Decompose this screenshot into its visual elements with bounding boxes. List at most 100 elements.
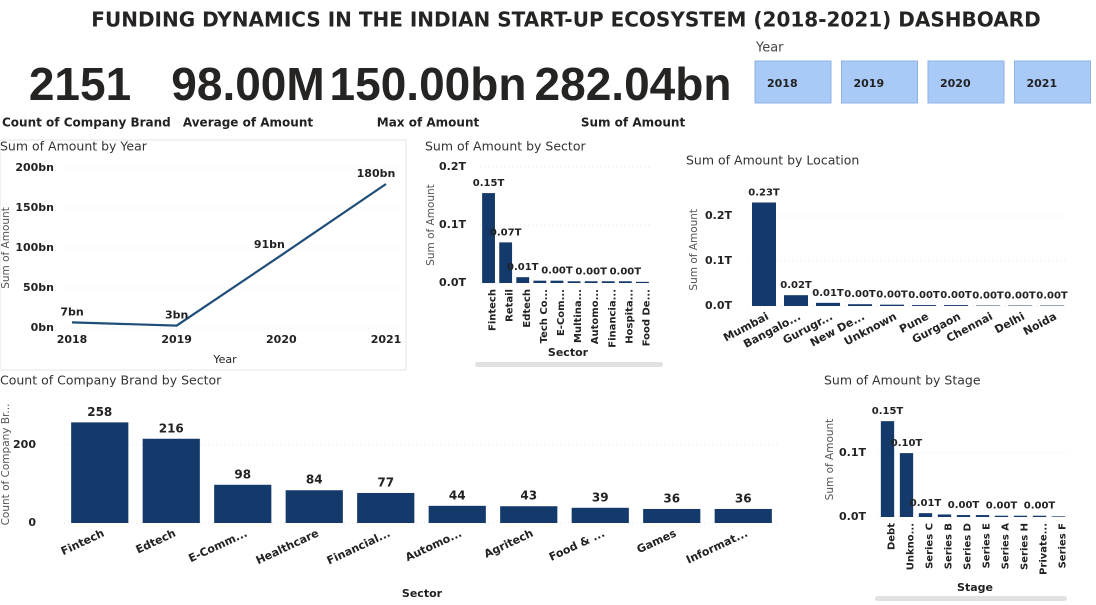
y-tick-label: 0.1T (439, 218, 466, 231)
data-label: 0.07T (490, 227, 522, 238)
scrollbar (475, 362, 663, 367)
x-tick-label: Edtech (134, 527, 178, 557)
bar (142, 438, 200, 523)
data-label: 0.01T (812, 288, 844, 299)
data-label: 0.00T (541, 266, 573, 277)
data-label: 39 (592, 490, 609, 504)
x-tick-label: Food De... (641, 289, 652, 346)
data-label: 0.15T (473, 178, 505, 189)
kpi-value: 98.00M (171, 58, 324, 110)
data-label: 7bn (60, 305, 83, 318)
y-axis-label: Sum of Amount (0, 207, 12, 289)
x-tick-label: Retail (505, 289, 516, 322)
data-label: 0.00T (1024, 501, 1056, 512)
x-tick-label: Automo... (403, 527, 464, 564)
data-label: 0.00T (1036, 291, 1068, 302)
y-tick-label: 0.0T (439, 276, 466, 289)
data-label: 3bn (165, 309, 188, 322)
line (71, 183, 387, 327)
chart-title: Sum of Amount by Sector (425, 139, 586, 154)
bar (428, 505, 486, 523)
y-axis-label: Sum of Amount (688, 209, 700, 291)
y-tick-label: 0bn (31, 321, 54, 334)
y-tick-label: 0.2T (705, 209, 732, 222)
bar (285, 490, 343, 523)
kpi-label: Count of Company Brand (2, 116, 171, 130)
y-tick-label: 200 (13, 438, 36, 451)
kpi-value: 150.00bn (330, 58, 527, 110)
bar (1032, 515, 1047, 517)
slicer-button[interactable] (927, 60, 1005, 104)
x-tick-label: Tech Co... (539, 289, 550, 343)
y-axis-label: Count of Company Br... (0, 404, 12, 526)
x-tick-label: Noida (1021, 310, 1059, 338)
x-axis-label: Sector (402, 587, 443, 600)
data-label: 0.00T (844, 289, 876, 300)
data-label: 0.00T (575, 266, 607, 277)
x-tick-label: Informat... (684, 527, 750, 567)
bar (571, 507, 629, 523)
data-label: 36 (663, 491, 680, 505)
slicer-option[interactable]: 2018 (767, 77, 798, 90)
chart-title: Sum of Amount by Stage (824, 373, 981, 388)
x-tick-label: Series B (944, 523, 955, 569)
slicer-option[interactable]: 2021 (1027, 77, 1058, 90)
bar (1013, 515, 1028, 517)
x-axis-label: Sector (548, 346, 589, 359)
bar (357, 492, 415, 523)
bar (714, 508, 772, 523)
x-tick-label: Agritech (482, 527, 535, 561)
data-label: 0.00T (986, 501, 1018, 512)
chart-title: Sum of Amount by Year (0, 139, 148, 154)
data-label: 0.15T (872, 406, 904, 417)
data-label: 77 (377, 475, 394, 489)
slicer-option[interactable]: 2019 (854, 77, 885, 90)
x-tick-label: Hospita... (624, 289, 635, 344)
data-label: 44 (449, 488, 466, 502)
y-tick-label: 100bn (15, 241, 54, 254)
kpi-label: Average of Amount (183, 116, 314, 130)
dashboard-title: FUNDING DYNAMICS IN THE INDIAN START-UP … (91, 8, 1040, 32)
x-tick-label: Series F (1058, 523, 1069, 568)
chart-title: Sum of Amount by Location (686, 153, 859, 168)
x-tick-label: Multina... (573, 289, 584, 343)
bar (848, 304, 872, 306)
slicer-option[interactable]: 2020 (940, 77, 971, 90)
slicer-button[interactable] (841, 60, 918, 104)
data-label: 84 (306, 473, 323, 487)
data-label: 0.23T (748, 188, 780, 199)
scrollbar (875, 596, 1067, 601)
x-tick-label: 2020 (266, 333, 297, 346)
data-label: 0.02T (780, 280, 812, 291)
bar (71, 422, 129, 523)
bar (899, 453, 914, 517)
bar (1051, 516, 1066, 517)
bar (880, 304, 904, 306)
data-label: 36 (735, 491, 752, 505)
x-tick-label: Games (635, 526, 679, 556)
data-label: 0.10T (891, 438, 923, 449)
bar (533, 280, 547, 283)
x-tick-label: Delhi (992, 310, 1026, 336)
bar (994, 515, 1009, 517)
bar (937, 514, 952, 517)
kpi-label: Max of Amount (377, 116, 480, 130)
bar (482, 193, 495, 283)
x-tick-label: Financial... (325, 527, 392, 568)
x-tick-label: Series C (925, 523, 936, 569)
y-tick-label: 0 (28, 516, 36, 529)
data-label: 0.00T (876, 290, 908, 301)
slicer-title: Year (755, 41, 784, 56)
y-tick-label: 0.2T (439, 160, 466, 173)
bar (975, 515, 990, 517)
kpi-value: 2151 (29, 58, 131, 110)
bar (584, 281, 598, 283)
slicer-button[interactable] (754, 60, 832, 104)
x-tick-label: Unkno... (906, 523, 917, 570)
bar (601, 281, 615, 283)
x-tick-label: Financia... (607, 289, 618, 348)
slicer-button[interactable] (1014, 60, 1091, 104)
data-label: 98 (234, 467, 251, 481)
x-tick-label: E-Comm... (187, 527, 250, 565)
